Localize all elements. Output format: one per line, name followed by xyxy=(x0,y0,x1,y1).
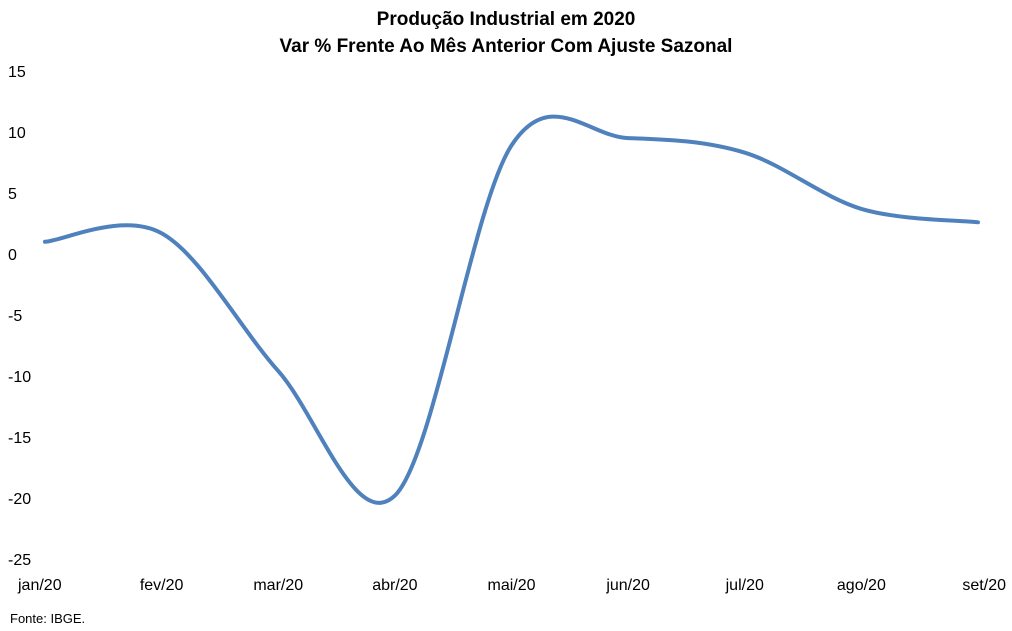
x-tick-label: fev/20 xyxy=(140,577,184,594)
x-tick-label: abr/20 xyxy=(372,577,417,594)
y-tick-label: -15 xyxy=(8,430,31,447)
chart-title-block: Produção Industrial em 2020 Var % Frente… xyxy=(0,6,1012,60)
y-axis-tick-labels: 15 10 5 0 -5 -10 -15 -20 -25 xyxy=(8,64,31,569)
y-tick-label: -10 xyxy=(8,369,31,386)
x-tick-label: jul/20 xyxy=(725,577,764,594)
chart-title: Produção Industrial em 2020 xyxy=(376,9,636,30)
y-tick-label: -20 xyxy=(8,491,31,508)
x-axis-tick-labels: jan/20 fev/20 mar/20 abr/20 mai/20 jun/20 jul/… xyxy=(17,577,1006,594)
chart-subtitle: Var % Frente Ao Mês Anterior Com Ajuste … xyxy=(279,36,733,57)
source-note: Fonte: IBGE. xyxy=(10,611,86,626)
y-tick-label: -5 xyxy=(8,308,22,325)
y-tick-label: -25 xyxy=(8,552,31,569)
y-tick-label: 15 xyxy=(8,64,26,81)
y-tick-label: 0 xyxy=(8,247,17,264)
series-line xyxy=(43,114,980,505)
x-tick-label: mai/20 xyxy=(487,577,535,594)
y-tick-label: 5 xyxy=(8,186,17,203)
y-tick-label: 10 xyxy=(8,125,26,142)
x-tick-label: jun/20 xyxy=(605,577,650,594)
x-tick-label: jan/20 xyxy=(17,577,62,594)
x-tick-label: mar/20 xyxy=(253,577,303,594)
series-layer xyxy=(43,114,980,505)
x-tick-label: ago/20 xyxy=(837,577,886,594)
x-tick-label: set/20 xyxy=(962,577,1006,594)
